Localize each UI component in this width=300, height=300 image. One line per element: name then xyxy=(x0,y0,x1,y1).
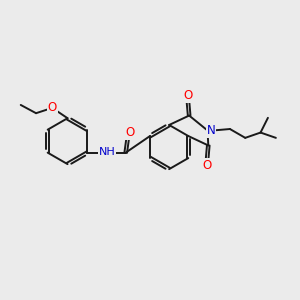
Text: NH: NH xyxy=(99,147,116,157)
Text: O: O xyxy=(125,126,134,139)
Text: N: N xyxy=(207,124,215,137)
Text: O: O xyxy=(203,159,212,172)
Text: O: O xyxy=(184,89,193,102)
Text: O: O xyxy=(48,101,57,114)
